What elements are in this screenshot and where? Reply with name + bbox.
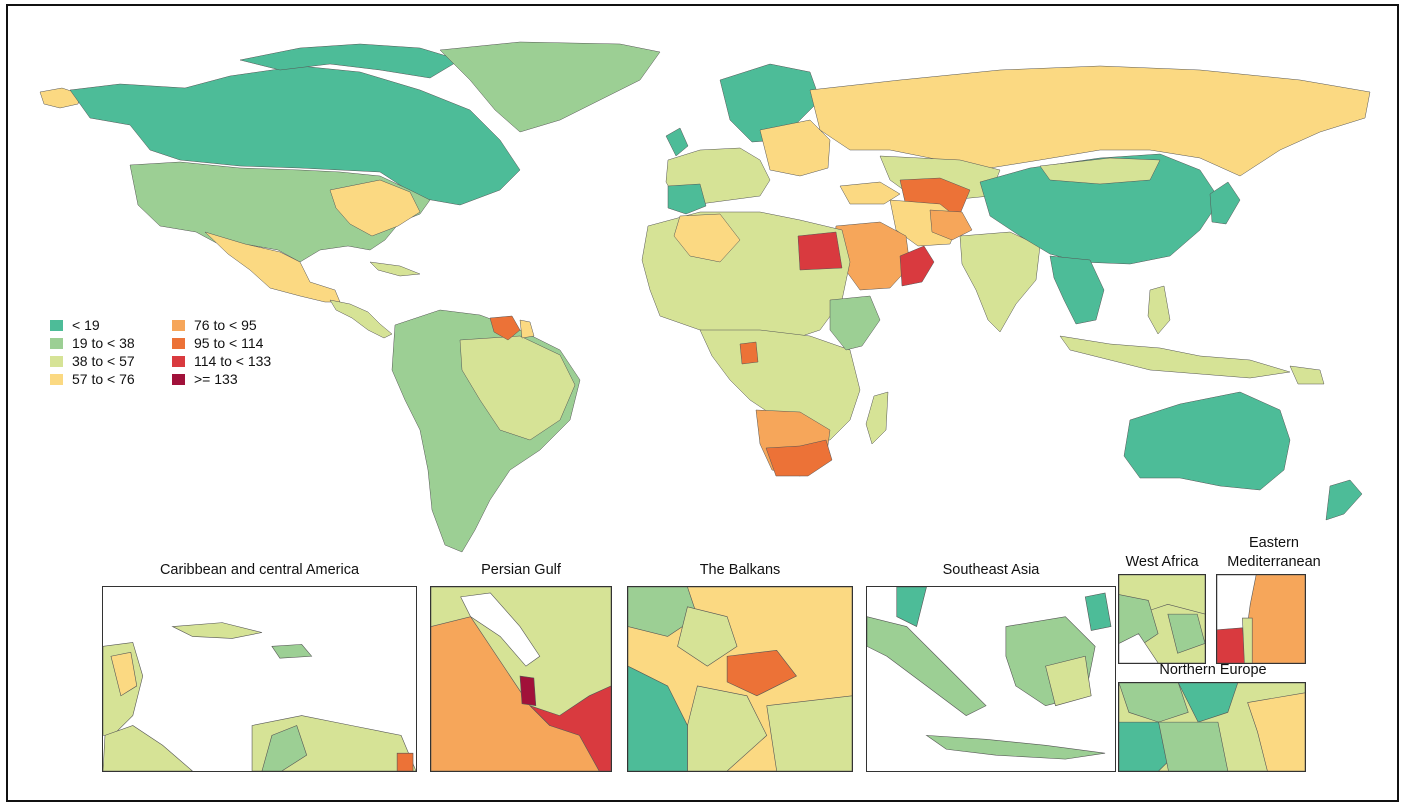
region-indonesia [1059,335,1291,379]
legend-swatch-3 [50,373,63,385]
region-south-africa [765,439,833,477]
region-scandinavia [719,63,821,143]
region-east-africa [829,295,881,351]
region-central-africa [699,329,861,441]
legend-swatch-4 [172,319,185,331]
inset-map-northern-europe [1118,682,1306,772]
inset-title-southeast-asia: Southeast Asia [942,562,1040,578]
region-png [1289,365,1325,385]
region-china [979,153,1221,265]
inset-title-west-africa: West Africa [1125,554,1199,570]
region-greenland [439,41,661,133]
inset-map-west-africa [1118,574,1206,664]
inset-title-eastern-med-2: Mediterranean [1227,554,1321,570]
region-oman [899,245,935,287]
region-mongolia [1039,157,1161,185]
region-canada [69,65,521,206]
region-algeria [673,213,741,263]
legend-item-6: 114 to < 133 [172,353,312,369]
region-japan [1209,181,1241,225]
legend-item-3: 57 to < 76 [50,371,162,387]
legend-item-7: >= 133 [172,371,312,387]
inset-map-persian-gulf [430,586,612,772]
region-russia [809,65,1371,177]
legend-item-2: 38 to < 57 [50,353,162,369]
region-central-america [329,299,393,339]
region-alaska [39,87,81,109]
inset-map-balkans [627,586,853,772]
region-eastern-europe [759,119,831,177]
region-guyana [519,319,535,339]
legend-item-1: 19 to < 38 [50,335,162,351]
region-india [959,231,1041,333]
region-uk [665,127,689,157]
legend-swatch-2 [50,355,63,367]
region-venezuela [489,315,521,341]
region-iberia [667,183,707,215]
inset-map-caribbean [102,586,417,772]
legend-swatch-7 [172,373,185,385]
legend-item-4: 76 to < 95 [172,317,312,333]
region-afghanistan [929,209,973,241]
inset-title-persian-gulf: Persian Gulf [481,562,561,578]
region-usa-east [329,179,421,237]
legend: < 19 76 to < 95 19 to < 38 95 to < 114 3… [50,317,312,387]
region-turkey [839,181,901,205]
region-brazil [459,335,576,441]
region-egypt [797,231,843,271]
region-australia [1123,391,1291,491]
legend-swatch-0 [50,319,63,331]
region-north-africa [641,211,851,341]
region-madagascar [865,391,889,445]
legend-item-5: 95 to < 114 [172,335,312,351]
region-indochina [1049,255,1105,325]
legend-item-0: < 19 [50,317,162,333]
region-cuba [369,261,421,277]
inset-map-eastern-med [1216,574,1306,664]
inset-title-balkans: The Balkans [699,562,781,578]
inset-title-caribbean: Caribbean and central America [159,562,360,578]
inset-title-eastern-med-1: Eastern [1249,535,1299,551]
legend-swatch-1 [50,337,63,349]
region-philippines [1147,285,1171,335]
legend-swatch-6 [172,355,185,367]
legend-swatch-5 [172,337,185,349]
region-new-zealand [1325,479,1363,521]
inset-map-southeast-asia [866,586,1116,772]
inset-title-northern-europe: Northern Europe [1159,662,1267,678]
region-gabon [739,341,759,365]
region-arctic-islands [239,43,461,79]
